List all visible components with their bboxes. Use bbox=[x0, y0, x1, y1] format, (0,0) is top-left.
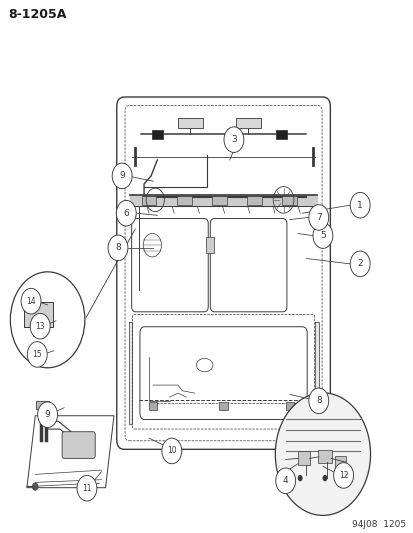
Circle shape bbox=[308, 205, 328, 230]
Text: 9: 9 bbox=[119, 172, 125, 180]
Text: 4: 4 bbox=[282, 477, 288, 485]
Circle shape bbox=[108, 235, 128, 261]
Text: 8: 8 bbox=[315, 397, 321, 405]
Circle shape bbox=[27, 342, 47, 367]
Text: 11: 11 bbox=[82, 484, 91, 492]
Circle shape bbox=[21, 288, 41, 314]
Text: 9: 9 bbox=[45, 410, 50, 419]
Circle shape bbox=[116, 200, 136, 226]
Circle shape bbox=[112, 163, 132, 189]
FancyBboxPatch shape bbox=[176, 196, 191, 205]
FancyBboxPatch shape bbox=[219, 402, 227, 410]
Text: 5: 5 bbox=[319, 231, 325, 240]
FancyBboxPatch shape bbox=[275, 130, 286, 139]
Text: 10: 10 bbox=[166, 447, 176, 455]
FancyBboxPatch shape bbox=[178, 118, 202, 128]
FancyBboxPatch shape bbox=[24, 302, 53, 327]
FancyBboxPatch shape bbox=[247, 196, 261, 205]
Text: 8-1205A: 8-1205A bbox=[8, 8, 66, 21]
FancyBboxPatch shape bbox=[297, 451, 309, 465]
Circle shape bbox=[308, 388, 328, 414]
Text: 8: 8 bbox=[115, 244, 121, 252]
Polygon shape bbox=[315, 322, 318, 424]
Text: 94J08  1205: 94J08 1205 bbox=[351, 520, 405, 529]
FancyBboxPatch shape bbox=[62, 432, 95, 458]
Circle shape bbox=[297, 475, 302, 481]
FancyBboxPatch shape bbox=[318, 450, 331, 463]
Text: 6: 6 bbox=[123, 209, 129, 217]
FancyBboxPatch shape bbox=[36, 401, 50, 410]
Polygon shape bbox=[129, 322, 132, 424]
Text: 12: 12 bbox=[338, 471, 347, 480]
FancyBboxPatch shape bbox=[285, 402, 293, 410]
FancyBboxPatch shape bbox=[334, 456, 345, 468]
Circle shape bbox=[312, 223, 332, 248]
Text: 1: 1 bbox=[356, 201, 362, 209]
Circle shape bbox=[38, 402, 57, 427]
Text: 13: 13 bbox=[35, 322, 45, 330]
Text: 3: 3 bbox=[230, 135, 236, 144]
Circle shape bbox=[275, 468, 295, 494]
Text: 14: 14 bbox=[26, 297, 36, 305]
Circle shape bbox=[349, 251, 369, 277]
Text: 2: 2 bbox=[356, 260, 362, 268]
FancyBboxPatch shape bbox=[152, 130, 162, 139]
FancyBboxPatch shape bbox=[211, 196, 226, 205]
Circle shape bbox=[333, 463, 353, 488]
FancyBboxPatch shape bbox=[206, 237, 213, 253]
Circle shape bbox=[77, 475, 97, 501]
Circle shape bbox=[32, 483, 38, 490]
Circle shape bbox=[161, 438, 181, 464]
Text: 15: 15 bbox=[32, 350, 42, 359]
Circle shape bbox=[223, 127, 243, 152]
Text: 7: 7 bbox=[315, 213, 321, 222]
Circle shape bbox=[349, 192, 369, 218]
Circle shape bbox=[88, 480, 94, 487]
Polygon shape bbox=[130, 195, 316, 206]
FancyBboxPatch shape bbox=[149, 402, 157, 410]
FancyBboxPatch shape bbox=[235, 118, 260, 128]
Circle shape bbox=[275, 393, 370, 515]
Circle shape bbox=[322, 475, 327, 481]
Circle shape bbox=[30, 313, 50, 339]
FancyBboxPatch shape bbox=[141, 196, 156, 205]
FancyBboxPatch shape bbox=[282, 196, 297, 205]
